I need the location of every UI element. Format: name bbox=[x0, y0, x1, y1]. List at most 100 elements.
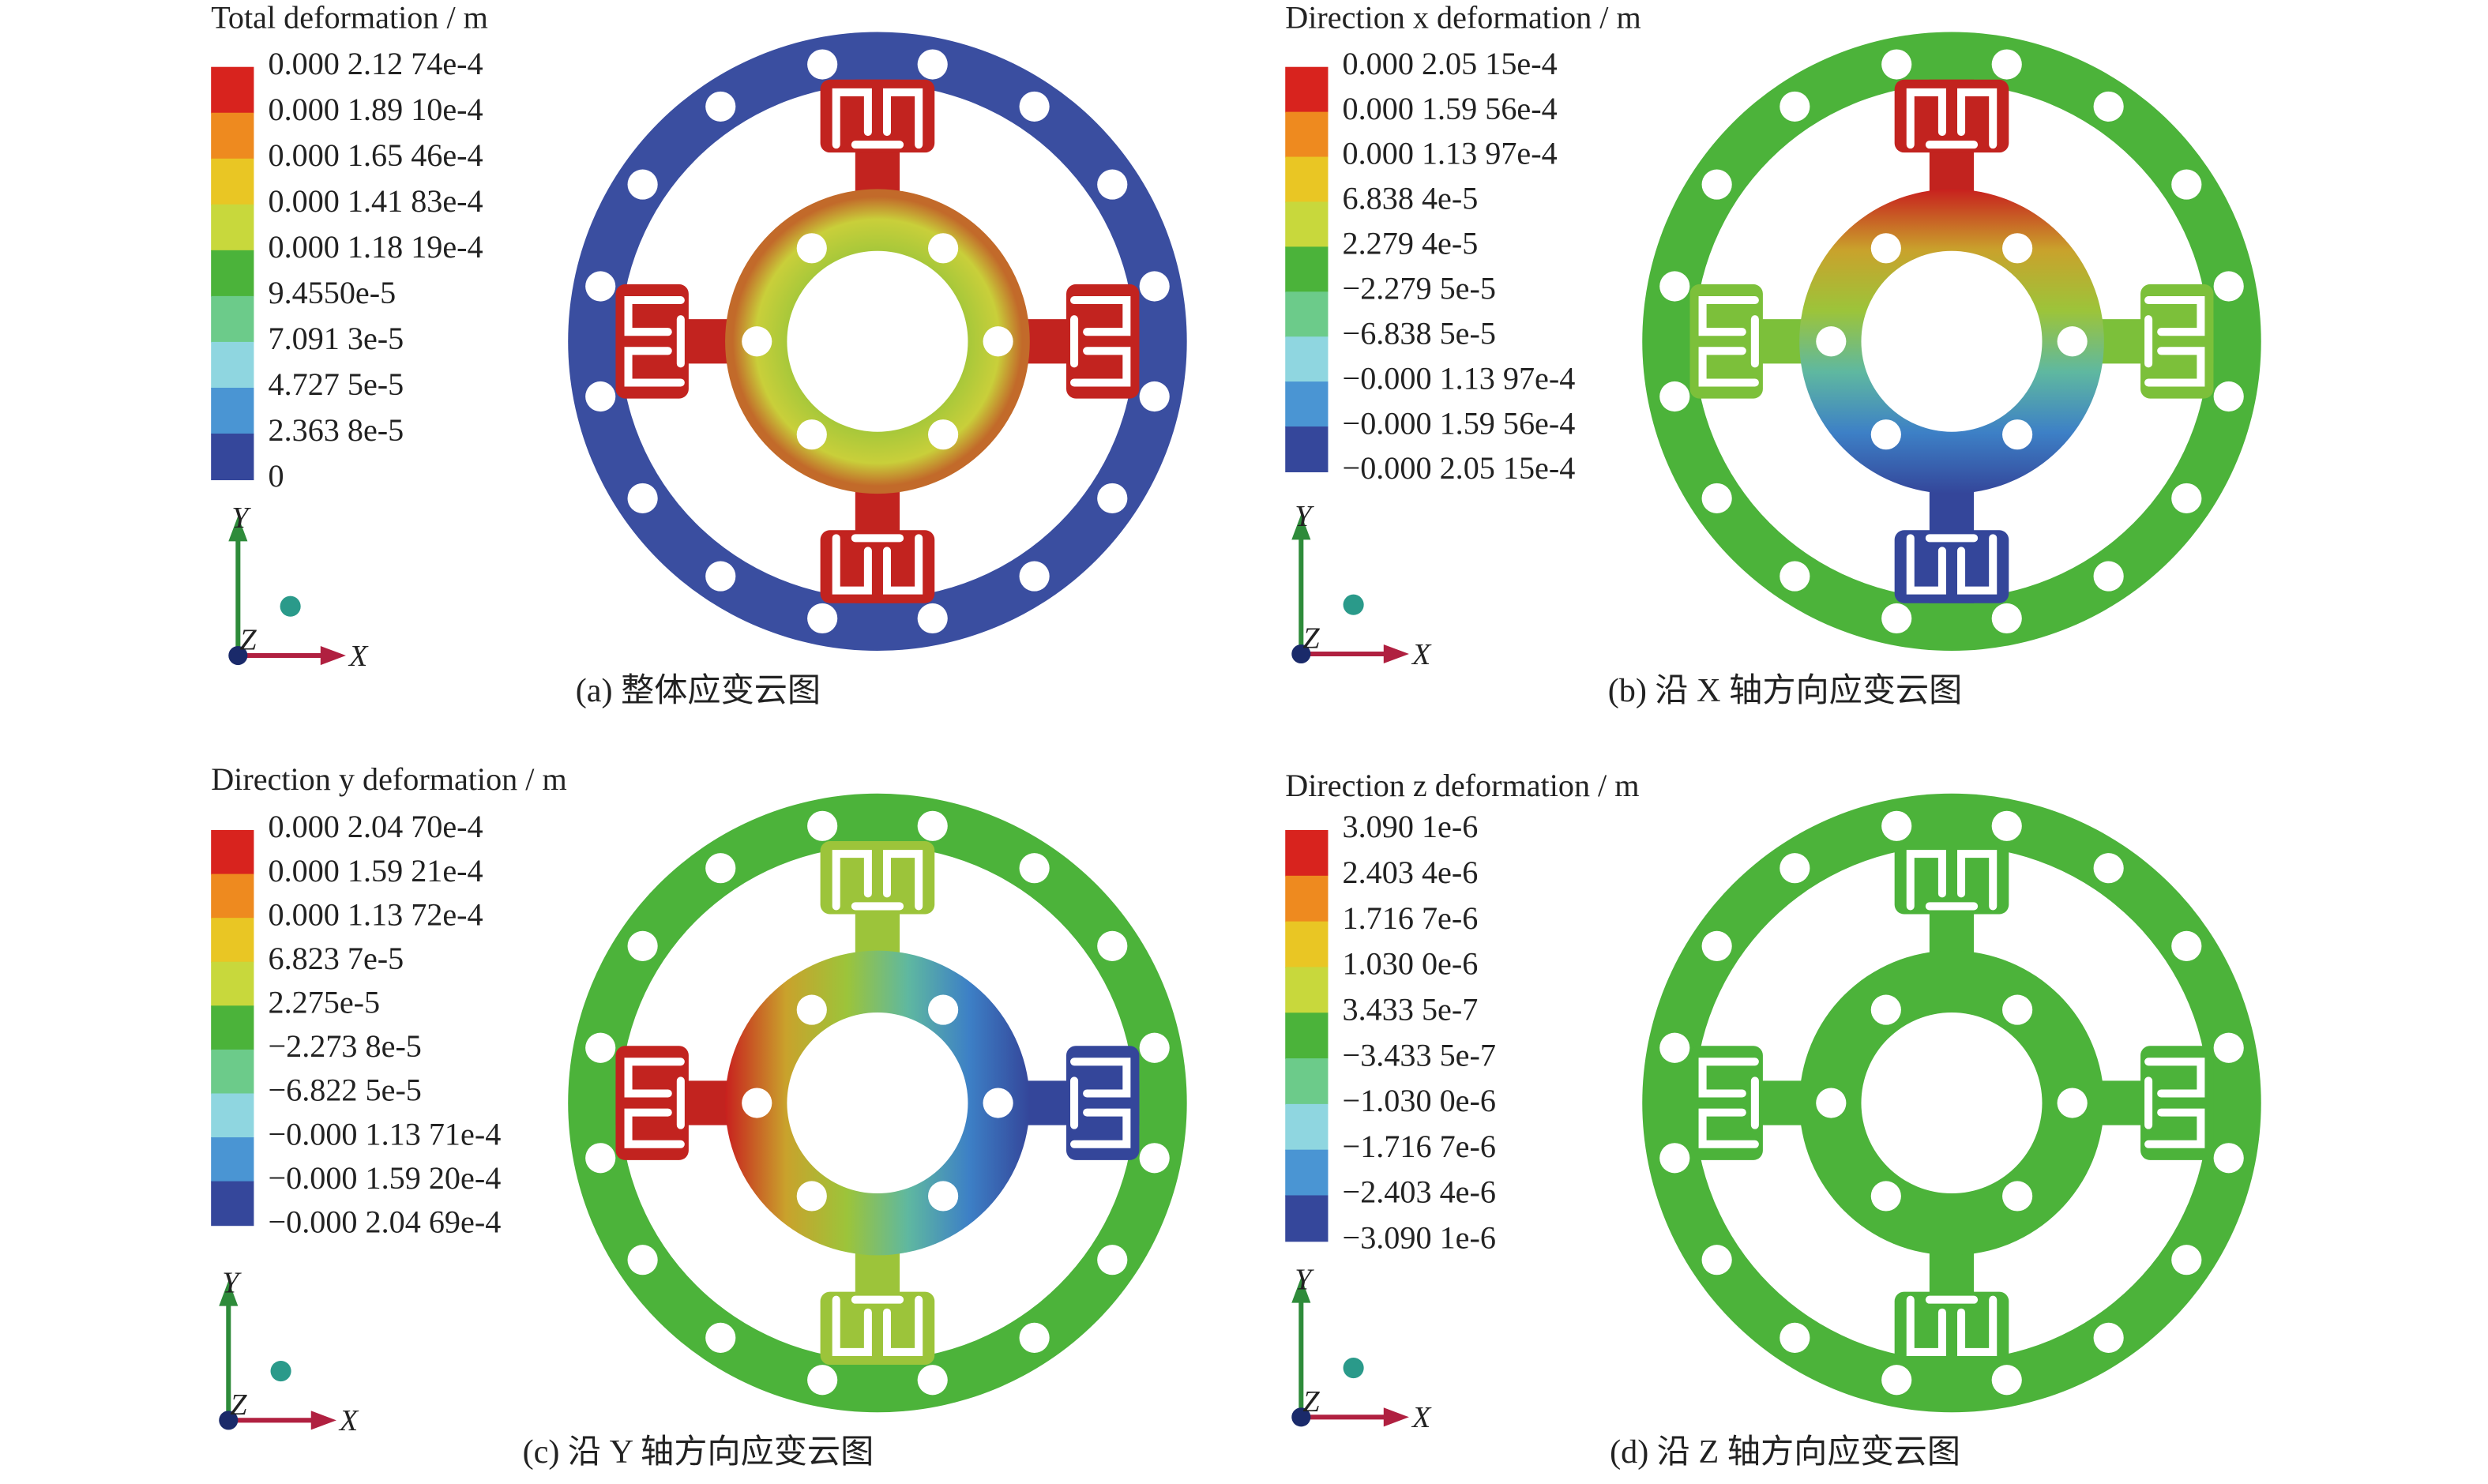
legend-swatch bbox=[1285, 875, 1329, 922]
legend-label: −0.000 1.13 71e-4 bbox=[269, 1116, 502, 1152]
bolt-hole bbox=[585, 271, 616, 302]
legend-label: 1.716 7e-6 bbox=[1343, 900, 1479, 936]
bolt-hole bbox=[2093, 853, 2124, 884]
bolt-hole bbox=[917, 49, 948, 80]
bolt-hole bbox=[2213, 381, 2244, 412]
legend-swatch bbox=[211, 387, 254, 434]
bolt-hole bbox=[1701, 169, 1732, 200]
legend-swatch bbox=[1285, 66, 1329, 113]
legend-label: 2.403 4e-6 bbox=[1343, 855, 1479, 890]
bolt-hole bbox=[917, 810, 948, 841]
legend-swatch bbox=[1285, 381, 1329, 428]
spring-block bbox=[820, 1291, 935, 1366]
legend-label: 0.000 1.59 56e-4 bbox=[1343, 91, 1558, 126]
spring-block bbox=[2140, 284, 2214, 399]
spring-block bbox=[820, 841, 935, 915]
legend-swatch bbox=[1285, 967, 1329, 1014]
legend-swatch bbox=[211, 918, 254, 963]
inner-hole bbox=[928, 419, 959, 450]
legend-swatch bbox=[1285, 291, 1329, 338]
bolt-hole bbox=[705, 853, 736, 884]
inner-hole bbox=[1870, 994, 1901, 1025]
panel: Direction y deformation / m 0.000 2.04 70… bbox=[211, 761, 1187, 1471]
panel: Total deformation / m 0.000 2.12 74e-4 0.0… bbox=[211, 0, 1187, 709]
bolt-hole bbox=[1881, 810, 1912, 841]
legend-swatch bbox=[211, 250, 254, 297]
spring-block bbox=[1066, 1046, 1140, 1160]
bolt-hole bbox=[1991, 603, 2022, 634]
legend-label: 2.279 4e-5 bbox=[1343, 226, 1479, 261]
bolt-hole bbox=[2213, 1032, 2244, 1063]
center-hole bbox=[787, 1013, 968, 1194]
bolt-hole bbox=[1139, 1032, 1170, 1063]
axis-label: X bbox=[348, 640, 369, 673]
axis-origin bbox=[228, 645, 248, 666]
bolt-hole bbox=[807, 603, 838, 634]
bolt-hole bbox=[2171, 169, 2202, 200]
bolt-hole bbox=[2093, 1322, 2124, 1353]
spring-block bbox=[1894, 530, 2009, 603]
legend-label: −0.000 2.05 15e-4 bbox=[1343, 450, 1576, 486]
spring-block bbox=[1894, 841, 2009, 915]
legend-label: 0.000 1.65 46e-4 bbox=[269, 137, 483, 173]
bolt-hole bbox=[1991, 1365, 2022, 1396]
bolt-hole bbox=[807, 49, 838, 80]
legend-label: 0.000 1.89 10e-4 bbox=[269, 92, 483, 127]
bolt-hole bbox=[1097, 1245, 1128, 1275]
legend-label: 2.275e-5 bbox=[269, 985, 381, 1020]
legend-label: −3.433 5e-7 bbox=[1343, 1037, 1496, 1073]
spring-slot bbox=[624, 1058, 685, 1148]
spring-block bbox=[1894, 79, 2009, 153]
bolt-hole bbox=[1701, 1245, 1732, 1275]
bolt-hole bbox=[1659, 1032, 1690, 1063]
caption: (d) 沿 Z 轴方向应变云图 bbox=[1610, 1433, 1960, 1471]
bolt-hole bbox=[705, 1322, 736, 1353]
axis-origin bbox=[219, 1411, 239, 1430]
legend-swatch bbox=[211, 961, 254, 1007]
axis-label: Z bbox=[1302, 1385, 1320, 1418]
axis-sphere bbox=[1343, 1357, 1364, 1379]
spring-block bbox=[615, 1046, 689, 1160]
legend-swatch bbox=[1285, 1103, 1329, 1151]
legend-swatch bbox=[211, 158, 254, 205]
bolt-hole bbox=[1780, 91, 1810, 122]
legend-label: 0.000 2.05 15e-4 bbox=[1343, 46, 1558, 81]
bolt-hole bbox=[1097, 169, 1128, 200]
spring-slot bbox=[1070, 295, 1131, 387]
legend-swatch bbox=[1285, 246, 1329, 293]
spring-arm bbox=[820, 79, 935, 199]
spring-slot bbox=[832, 534, 923, 595]
bolt-hole bbox=[2213, 1143, 2244, 1174]
bolt-hole bbox=[2171, 1245, 2202, 1275]
legend-label: 0.000 2.12 74e-4 bbox=[269, 46, 483, 81]
spring-slot bbox=[832, 88, 923, 149]
inner-hole bbox=[1816, 1088, 1847, 1118]
caption: (a) 整体应变云图 bbox=[576, 672, 821, 709]
axis-label: Y bbox=[231, 502, 251, 535]
panel: Direction z deformation / m 3.090 1e-6 2.4… bbox=[1285, 768, 2261, 1471]
legend-swatch bbox=[1285, 1013, 1329, 1060]
legend-swatch bbox=[211, 829, 254, 875]
inner-hole bbox=[796, 233, 827, 264]
legend-swatch bbox=[211, 1005, 254, 1050]
bolt-hole bbox=[807, 1365, 838, 1396]
axis-label: Y bbox=[222, 1266, 242, 1299]
bolt-hole bbox=[1659, 381, 1690, 412]
legend-label: 0.000 1.13 72e-4 bbox=[269, 896, 483, 932]
inner-hole bbox=[796, 419, 827, 450]
spring-arm bbox=[820, 484, 935, 603]
legend-swatch bbox=[1285, 1058, 1329, 1105]
axis-label: X bbox=[1411, 1401, 1432, 1434]
legend-label: 0.000 1.18 19e-4 bbox=[269, 229, 483, 265]
legend-label: −6.838 5e-5 bbox=[1343, 315, 1496, 351]
spring-slot bbox=[624, 295, 685, 387]
bolt-hole bbox=[1991, 810, 2022, 841]
bolt-hole bbox=[2213, 271, 2244, 302]
bolt-hole bbox=[1019, 1322, 1050, 1353]
legend-label: 6.838 4e-5 bbox=[1343, 181, 1479, 216]
bolt-hole bbox=[627, 169, 658, 200]
legend-title: Direction z deformation / m bbox=[1285, 768, 1639, 803]
panel: Direction x deformation / m 0.000 2.05 15… bbox=[1285, 0, 2261, 709]
legend-label: 1.030 0e-6 bbox=[1343, 946, 1479, 982]
